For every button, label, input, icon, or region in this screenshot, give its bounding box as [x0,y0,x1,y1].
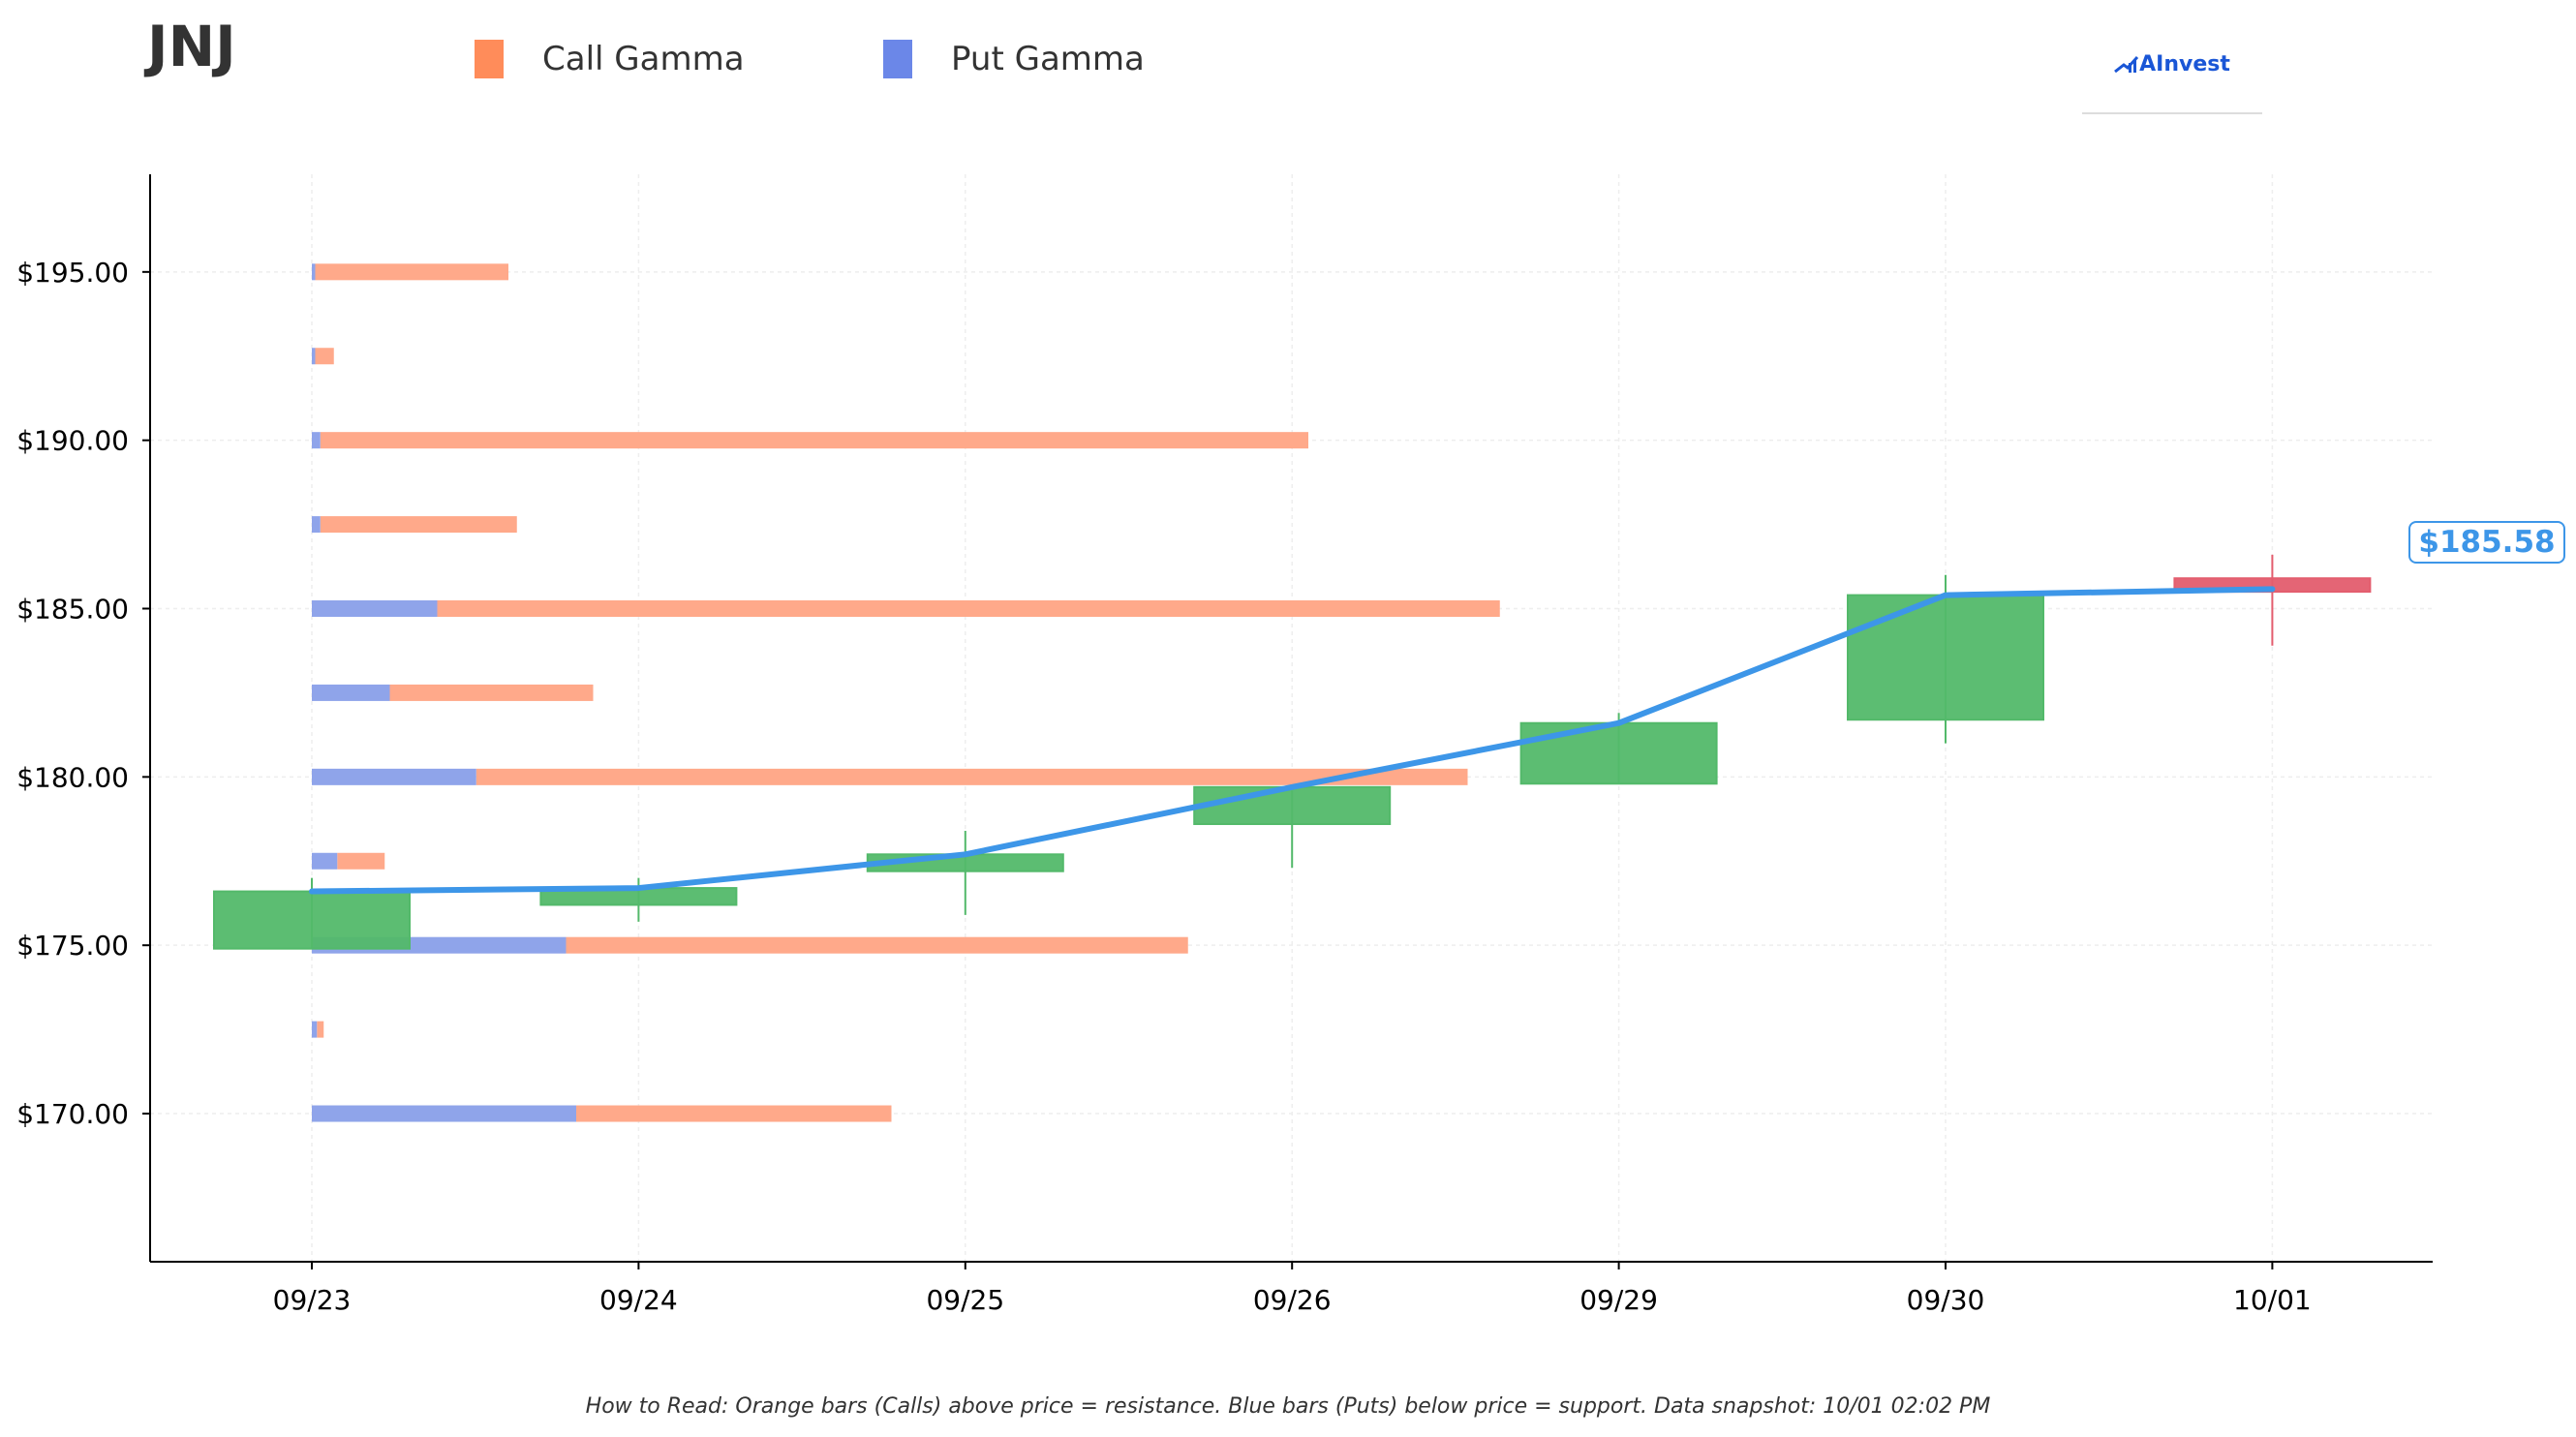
legend-swatch-call [475,40,504,78]
call-gamma-bar [315,263,508,281]
x-tick-label: 09/29 [1579,1284,1658,1316]
y-tick-label: $180.00 [16,761,129,793]
put-gamma-bar [312,263,316,281]
grid-lines [150,174,2433,1262]
put-gamma-bar [312,516,321,534]
gamma-bars [312,263,1500,1122]
call-gamma-bar [576,1105,892,1122]
legend-item-put: Put Gamma [883,35,1145,83]
call-gamma-bar [315,348,334,365]
put-gamma-bar [312,432,321,449]
y-tick-label: $195.00 [16,257,129,289]
x-tick-label: 09/30 [1907,1284,1985,1316]
legend-item-call: Call Gamma [475,35,745,83]
put-gamma-bar [312,600,438,618]
logo-text: AInvest [2114,52,2230,76]
put-gamma-bar [312,768,476,785]
price-line-group [309,586,2276,895]
call-gamma-bar [566,936,1188,954]
logo-chart-icon [2114,55,2139,74]
x-tick-label: 10/01 [2233,1284,2312,1316]
footnote: How to Read: Orange bars (Calls) above p… [585,1394,1991,1419]
axes: $170.00 $175.00 $180.00 $185.00 $190.00 $195.… [16,174,2433,1316]
ticker-title: JNJ [147,14,236,79]
legend-label-call: Call Gamma [542,40,745,78]
put-gamma-bar [312,852,338,870]
put-gamma-bar [312,1105,576,1122]
put-gamma-bar [312,348,316,365]
legend-label-put: Put Gamma [951,40,1145,78]
current-price-label: $185.58 [2408,521,2565,564]
call-gamma-bar [317,1021,324,1038]
ainvest-logo: AInvest [2082,39,2262,114]
candle-body [1847,594,2044,721]
call-gamma-bar [389,684,594,701]
put-gamma-bar [312,1021,318,1038]
candle-body [1193,785,1392,826]
call-gamma-bar [320,432,1308,449]
candlesticks [213,554,2372,950]
call-gamma-bar [437,600,1500,618]
y-tick-label: $190.00 [16,425,129,457]
price-line [309,586,2276,895]
y-tick-label: $170.00 [16,1098,129,1130]
y-tick-label: $185.00 [16,594,129,626]
put-gamma-bar [312,684,390,701]
y-tick-label: $175.00 [16,930,129,962]
candle-body [1519,721,1718,785]
x-tick-label: 09/24 [599,1284,678,1316]
call-gamma-bar [320,516,517,534]
legend-swatch-put [883,40,912,78]
x-tick-label: 09/25 [926,1284,1004,1316]
candle-body [213,890,411,950]
call-gamma-bar [337,852,385,870]
call-gamma-bar [475,768,1468,785]
x-tick-label: 09/23 [273,1284,352,1316]
x-tick-label: 09/26 [1253,1284,1332,1316]
